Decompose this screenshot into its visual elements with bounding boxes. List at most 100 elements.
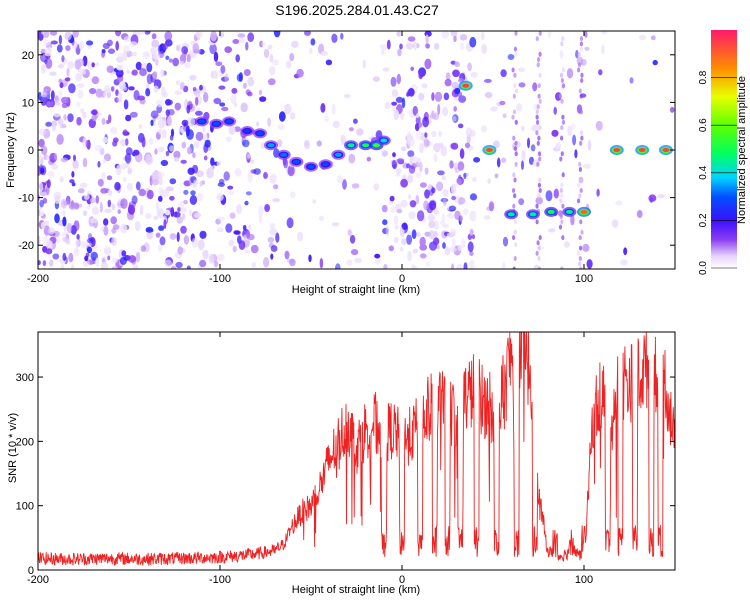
heatmap-cell xyxy=(513,193,517,199)
heatmap-cell xyxy=(42,31,50,39)
heatmap-cell xyxy=(152,71,158,79)
heatmap-cell xyxy=(445,72,451,80)
heatmap-cell xyxy=(561,36,565,42)
heatmap-cell xyxy=(269,173,277,184)
heatmap-cell xyxy=(66,67,70,77)
heatmap-cell xyxy=(442,197,447,206)
heatmap-cell xyxy=(190,190,196,196)
heatmap-cell xyxy=(453,106,458,112)
heatmap-cell xyxy=(186,265,191,269)
ridge-point xyxy=(662,148,670,152)
heatmap-cell xyxy=(454,61,459,66)
top-xtick-label: -200 xyxy=(27,273,49,285)
heatmap-cell xyxy=(451,238,456,249)
heatmap-cell xyxy=(56,134,64,145)
heatmap-cell xyxy=(514,119,518,125)
heatmap-cell xyxy=(71,263,74,269)
heatmap-cell xyxy=(449,160,454,169)
ridge-point xyxy=(334,152,342,157)
heatmap-cell xyxy=(406,163,411,169)
heatmap-cell xyxy=(138,31,146,35)
heatmap-cell xyxy=(39,199,44,208)
heatmap-cell xyxy=(248,224,252,231)
heatmap-cell xyxy=(381,204,388,213)
bottom-axes: -200 -100 0 100 0 100 200 300 xyxy=(16,332,675,586)
heatmap-cell xyxy=(518,82,526,88)
heatmap-cell xyxy=(150,110,159,119)
heatmap-cell xyxy=(195,96,199,106)
heatmap-cell xyxy=(58,64,64,69)
heatmap-cell xyxy=(586,259,593,269)
heatmap-cell xyxy=(165,150,170,157)
heatmap-cell xyxy=(156,99,164,108)
heatmap-cell xyxy=(226,136,232,143)
heatmap-cell xyxy=(423,200,429,211)
heatmap-cell xyxy=(65,238,71,245)
heatmap-cell xyxy=(535,203,539,209)
heatmap-cell xyxy=(629,77,634,84)
heatmap-cell xyxy=(218,85,226,90)
heatmap-cell xyxy=(442,223,449,228)
heatmap-cell xyxy=(213,97,222,105)
heatmap-cell xyxy=(436,181,444,192)
heatmap-cell xyxy=(169,134,174,141)
heatmap-cell xyxy=(436,244,440,250)
heatmap-cell xyxy=(100,187,108,194)
heatmap-cell xyxy=(538,125,542,131)
heatmap-cell xyxy=(196,170,204,178)
heatmap-cell xyxy=(598,69,603,76)
heatmap-cell xyxy=(501,157,507,163)
heatmap-cell xyxy=(535,114,539,120)
heatmap-cell xyxy=(579,130,584,136)
ridge-point xyxy=(292,159,300,164)
heatmap-cell xyxy=(289,191,296,199)
heatmap-cell xyxy=(257,205,264,216)
heatmap-cell xyxy=(537,83,541,89)
heatmap-cell xyxy=(577,198,581,204)
heatmap-cell xyxy=(312,199,317,204)
heatmap-cell xyxy=(56,236,61,244)
heatmap-cell xyxy=(145,213,152,219)
heatmap-cell xyxy=(472,177,477,182)
heatmap-cell xyxy=(397,48,402,57)
heatmap-cell xyxy=(82,157,88,168)
heatmap-cell xyxy=(459,42,464,51)
heatmap-cell xyxy=(238,37,245,44)
heatmap-cell xyxy=(217,182,225,188)
heatmap-cell xyxy=(379,44,388,50)
heatmap-cell xyxy=(132,149,140,156)
heatmap-cell xyxy=(560,125,564,131)
ridge-point xyxy=(243,129,251,133)
ridge-point xyxy=(547,209,555,214)
heatmap-cell xyxy=(97,178,104,187)
heatmap-cell xyxy=(459,215,463,222)
heatmap-cell xyxy=(407,87,415,97)
heatmap-cell xyxy=(450,31,458,37)
heatmap-cell xyxy=(296,68,304,78)
heatmap-cell xyxy=(64,31,72,41)
heatmap-cell xyxy=(164,259,172,268)
heatmap-cell xyxy=(584,46,590,51)
heatmap-cell xyxy=(385,225,389,237)
heatmap-cell xyxy=(192,87,197,92)
heatmap-cell xyxy=(216,160,222,167)
heatmap-cell xyxy=(560,41,564,47)
figure-title: S196.2025.284.01.43.C27 xyxy=(275,2,439,18)
heatmap-cell xyxy=(547,31,552,39)
heatmap-cell xyxy=(335,263,341,269)
heatmap-cell xyxy=(411,229,417,240)
heatmap-cell xyxy=(128,86,135,91)
heatmap-cell xyxy=(127,167,133,175)
heatmap-cell xyxy=(535,250,539,256)
heatmap-cell xyxy=(432,112,440,121)
heatmap-cell xyxy=(171,265,176,269)
heatmap-cell xyxy=(122,176,127,183)
heatmap-cell xyxy=(172,211,181,218)
heatmap-cell xyxy=(247,76,255,87)
heatmap-cell xyxy=(393,215,399,226)
heatmap-cell xyxy=(180,159,187,164)
heatmap-cell xyxy=(536,119,540,125)
colorbar: 0.0 0.2 0.4 0.6 0.8 Normalized spectral ampl… xyxy=(698,30,748,275)
